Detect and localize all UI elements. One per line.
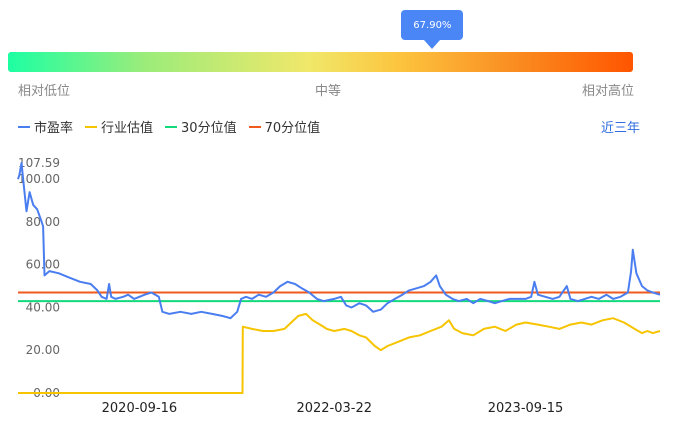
x-tick-label: 2023-09-15 bbox=[488, 401, 564, 416]
legend-swatch-p70 bbox=[248, 125, 261, 128]
legend-item-p70[interactable]: 70分位值 bbox=[248, 117, 321, 136]
legend-label-p30: 30分位值 bbox=[181, 121, 237, 136]
low-position-label: 相对低位 bbox=[18, 84, 71, 99]
percentile-tooltip: 67.90% bbox=[401, 10, 464, 40]
chart-legend: 市盈率 行业估值 30分位值 70分位值 bbox=[18, 117, 332, 136]
y-tick-label: 60.00 bbox=[26, 258, 60, 272]
time-range-link[interactable]: 近三年 bbox=[600, 121, 640, 136]
valuation-gradient-bar bbox=[8, 52, 633, 72]
mid-position-label: 中等 bbox=[315, 84, 342, 99]
pe-line bbox=[17, 162, 661, 320]
y-tick-label: 80.00 bbox=[26, 215, 60, 229]
legend-item-p30[interactable]: 30分位值 bbox=[165, 117, 237, 136]
legend-label-p70: 70分位值 bbox=[264, 121, 321, 136]
legend-label-pe: 市盈率 bbox=[34, 121, 74, 136]
legend-item-industry[interactable]: 行业估值 bbox=[85, 117, 153, 136]
y-tick-label: 100.00 bbox=[18, 172, 60, 186]
legend-swatch-p30 bbox=[165, 125, 178, 128]
y-tick-label: 107.59 bbox=[18, 156, 60, 170]
high-position-label: 相对高位 bbox=[582, 84, 635, 99]
legend-item-pe[interactable]: 市盈率 bbox=[18, 117, 73, 136]
y-tick-label: 20.00 bbox=[26, 343, 60, 357]
legend-swatch-pe bbox=[18, 125, 30, 128]
legend-swatch-industry bbox=[85, 125, 98, 128]
percentile-value: 67.90% bbox=[413, 19, 452, 31]
y-tick-label: 40.00 bbox=[26, 300, 60, 314]
x-tick-label: 2022-03-22 bbox=[296, 401, 372, 416]
x-tick-label: 2020-09-16 bbox=[102, 401, 178, 416]
legend-label-industry: 行业估值 bbox=[101, 121, 154, 136]
industry-valuation-line bbox=[18, 312, 661, 394]
tooltip-pointer bbox=[424, 40, 441, 49]
